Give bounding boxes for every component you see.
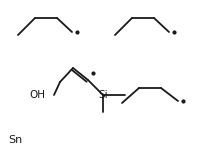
Text: OH: OH bbox=[29, 90, 45, 100]
Text: Si: Si bbox=[98, 90, 107, 100]
Text: Sn: Sn bbox=[8, 135, 22, 145]
